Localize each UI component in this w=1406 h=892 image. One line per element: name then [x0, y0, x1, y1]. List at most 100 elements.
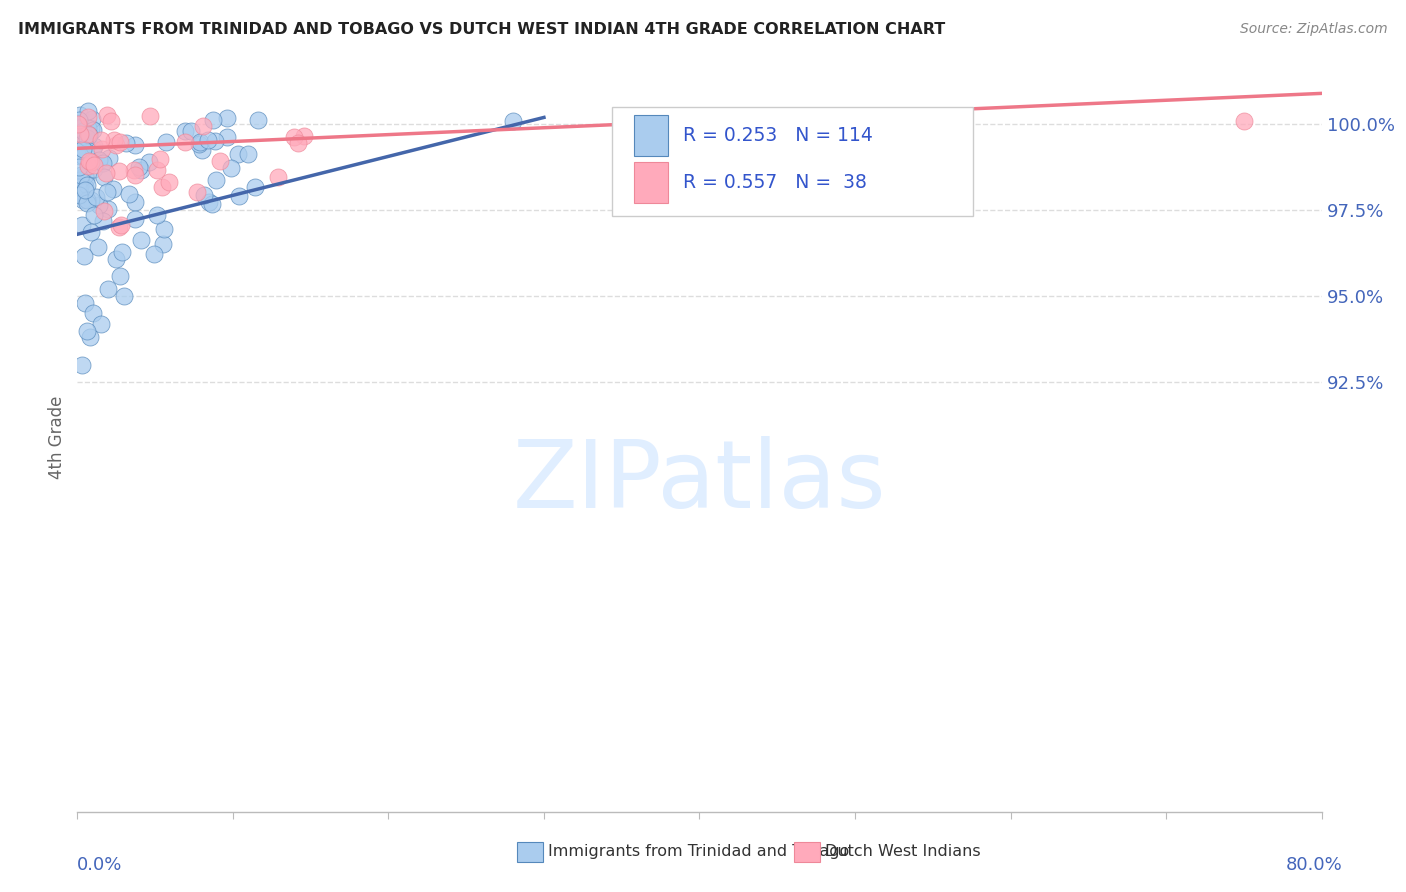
Point	[76, 324, 98, 338]
Text: Source: ZipAtlas.com: Source: ZipAtlas.com	[1240, 22, 1388, 37]
Point	[76, 121, 98, 136]
Point	[86, 240, 108, 254]
Point	[93, 204, 115, 219]
Point	[103, 133, 125, 147]
Point	[247, 112, 270, 127]
Point	[77, 103, 100, 118]
Point	[82, 123, 104, 137]
Point	[75, 296, 97, 310]
Point	[91, 214, 114, 228]
Point	[1233, 114, 1256, 128]
Point	[79, 152, 101, 166]
Point	[108, 219, 131, 234]
Point	[75, 172, 97, 186]
Point	[70, 168, 93, 182]
Point	[93, 170, 115, 185]
Point	[219, 161, 242, 175]
Point	[114, 136, 136, 150]
Point	[150, 179, 173, 194]
Point	[124, 169, 146, 183]
Point	[186, 185, 208, 199]
Point	[190, 135, 212, 149]
Point	[72, 193, 94, 207]
Point	[69, 178, 91, 193]
Point	[87, 198, 110, 212]
Point	[201, 197, 224, 211]
Point	[124, 195, 146, 210]
Point	[152, 236, 174, 251]
Point	[80, 225, 103, 239]
Point	[105, 252, 128, 266]
Point	[77, 127, 100, 141]
Point	[67, 187, 90, 202]
Text: Dutch West Indians: Dutch West Indians	[825, 845, 981, 859]
Point	[204, 172, 226, 186]
Point	[226, 147, 249, 161]
Point	[83, 161, 105, 176]
Point	[197, 194, 219, 209]
Point	[190, 143, 212, 157]
Point	[122, 162, 145, 177]
Point	[82, 142, 104, 156]
Point	[73, 183, 96, 197]
Point	[143, 247, 166, 261]
Point	[69, 108, 91, 122]
Point	[138, 155, 160, 169]
Point	[197, 132, 219, 146]
Point	[82, 306, 104, 320]
Point	[217, 130, 239, 145]
Point	[283, 130, 305, 145]
Point	[146, 208, 169, 222]
Point	[97, 202, 120, 216]
Point	[70, 134, 93, 148]
Point	[69, 149, 91, 163]
Point	[80, 120, 103, 135]
Point	[75, 179, 97, 194]
Point	[69, 127, 91, 141]
Point	[76, 178, 98, 192]
Point	[110, 218, 132, 232]
Point	[91, 156, 114, 170]
Point	[84, 190, 107, 204]
Point	[79, 330, 101, 344]
Point	[67, 186, 90, 201]
Point	[107, 163, 129, 178]
Point	[70, 358, 93, 372]
Point	[108, 269, 131, 284]
Point	[67, 180, 90, 194]
Point	[69, 127, 91, 141]
Point	[208, 153, 231, 168]
Point	[89, 153, 111, 167]
Point	[287, 136, 309, 150]
FancyBboxPatch shape	[634, 161, 668, 202]
Point	[98, 151, 121, 165]
Text: ZIPatlas: ZIPatlas	[513, 436, 886, 528]
Point	[131, 163, 153, 178]
Y-axis label: 4th Grade: 4th Grade	[48, 395, 66, 479]
Point	[129, 233, 152, 247]
Point	[77, 128, 100, 143]
Point	[502, 114, 524, 128]
Point	[76, 193, 98, 207]
FancyBboxPatch shape	[613, 107, 973, 216]
Point	[138, 109, 160, 123]
Point	[111, 244, 134, 259]
Point	[83, 138, 105, 153]
Point	[96, 108, 118, 122]
Point	[77, 160, 100, 174]
Point	[187, 137, 209, 152]
Point	[67, 117, 90, 131]
Point	[72, 124, 94, 138]
Point	[67, 120, 90, 135]
Point	[73, 249, 96, 263]
Point	[70, 134, 93, 148]
Point	[83, 208, 105, 222]
Point	[204, 135, 226, 149]
Point	[82, 112, 104, 126]
Point	[103, 182, 125, 196]
Point	[174, 124, 197, 138]
Point	[72, 149, 94, 163]
Point	[96, 166, 118, 180]
Point	[112, 289, 135, 303]
Point	[173, 136, 195, 150]
